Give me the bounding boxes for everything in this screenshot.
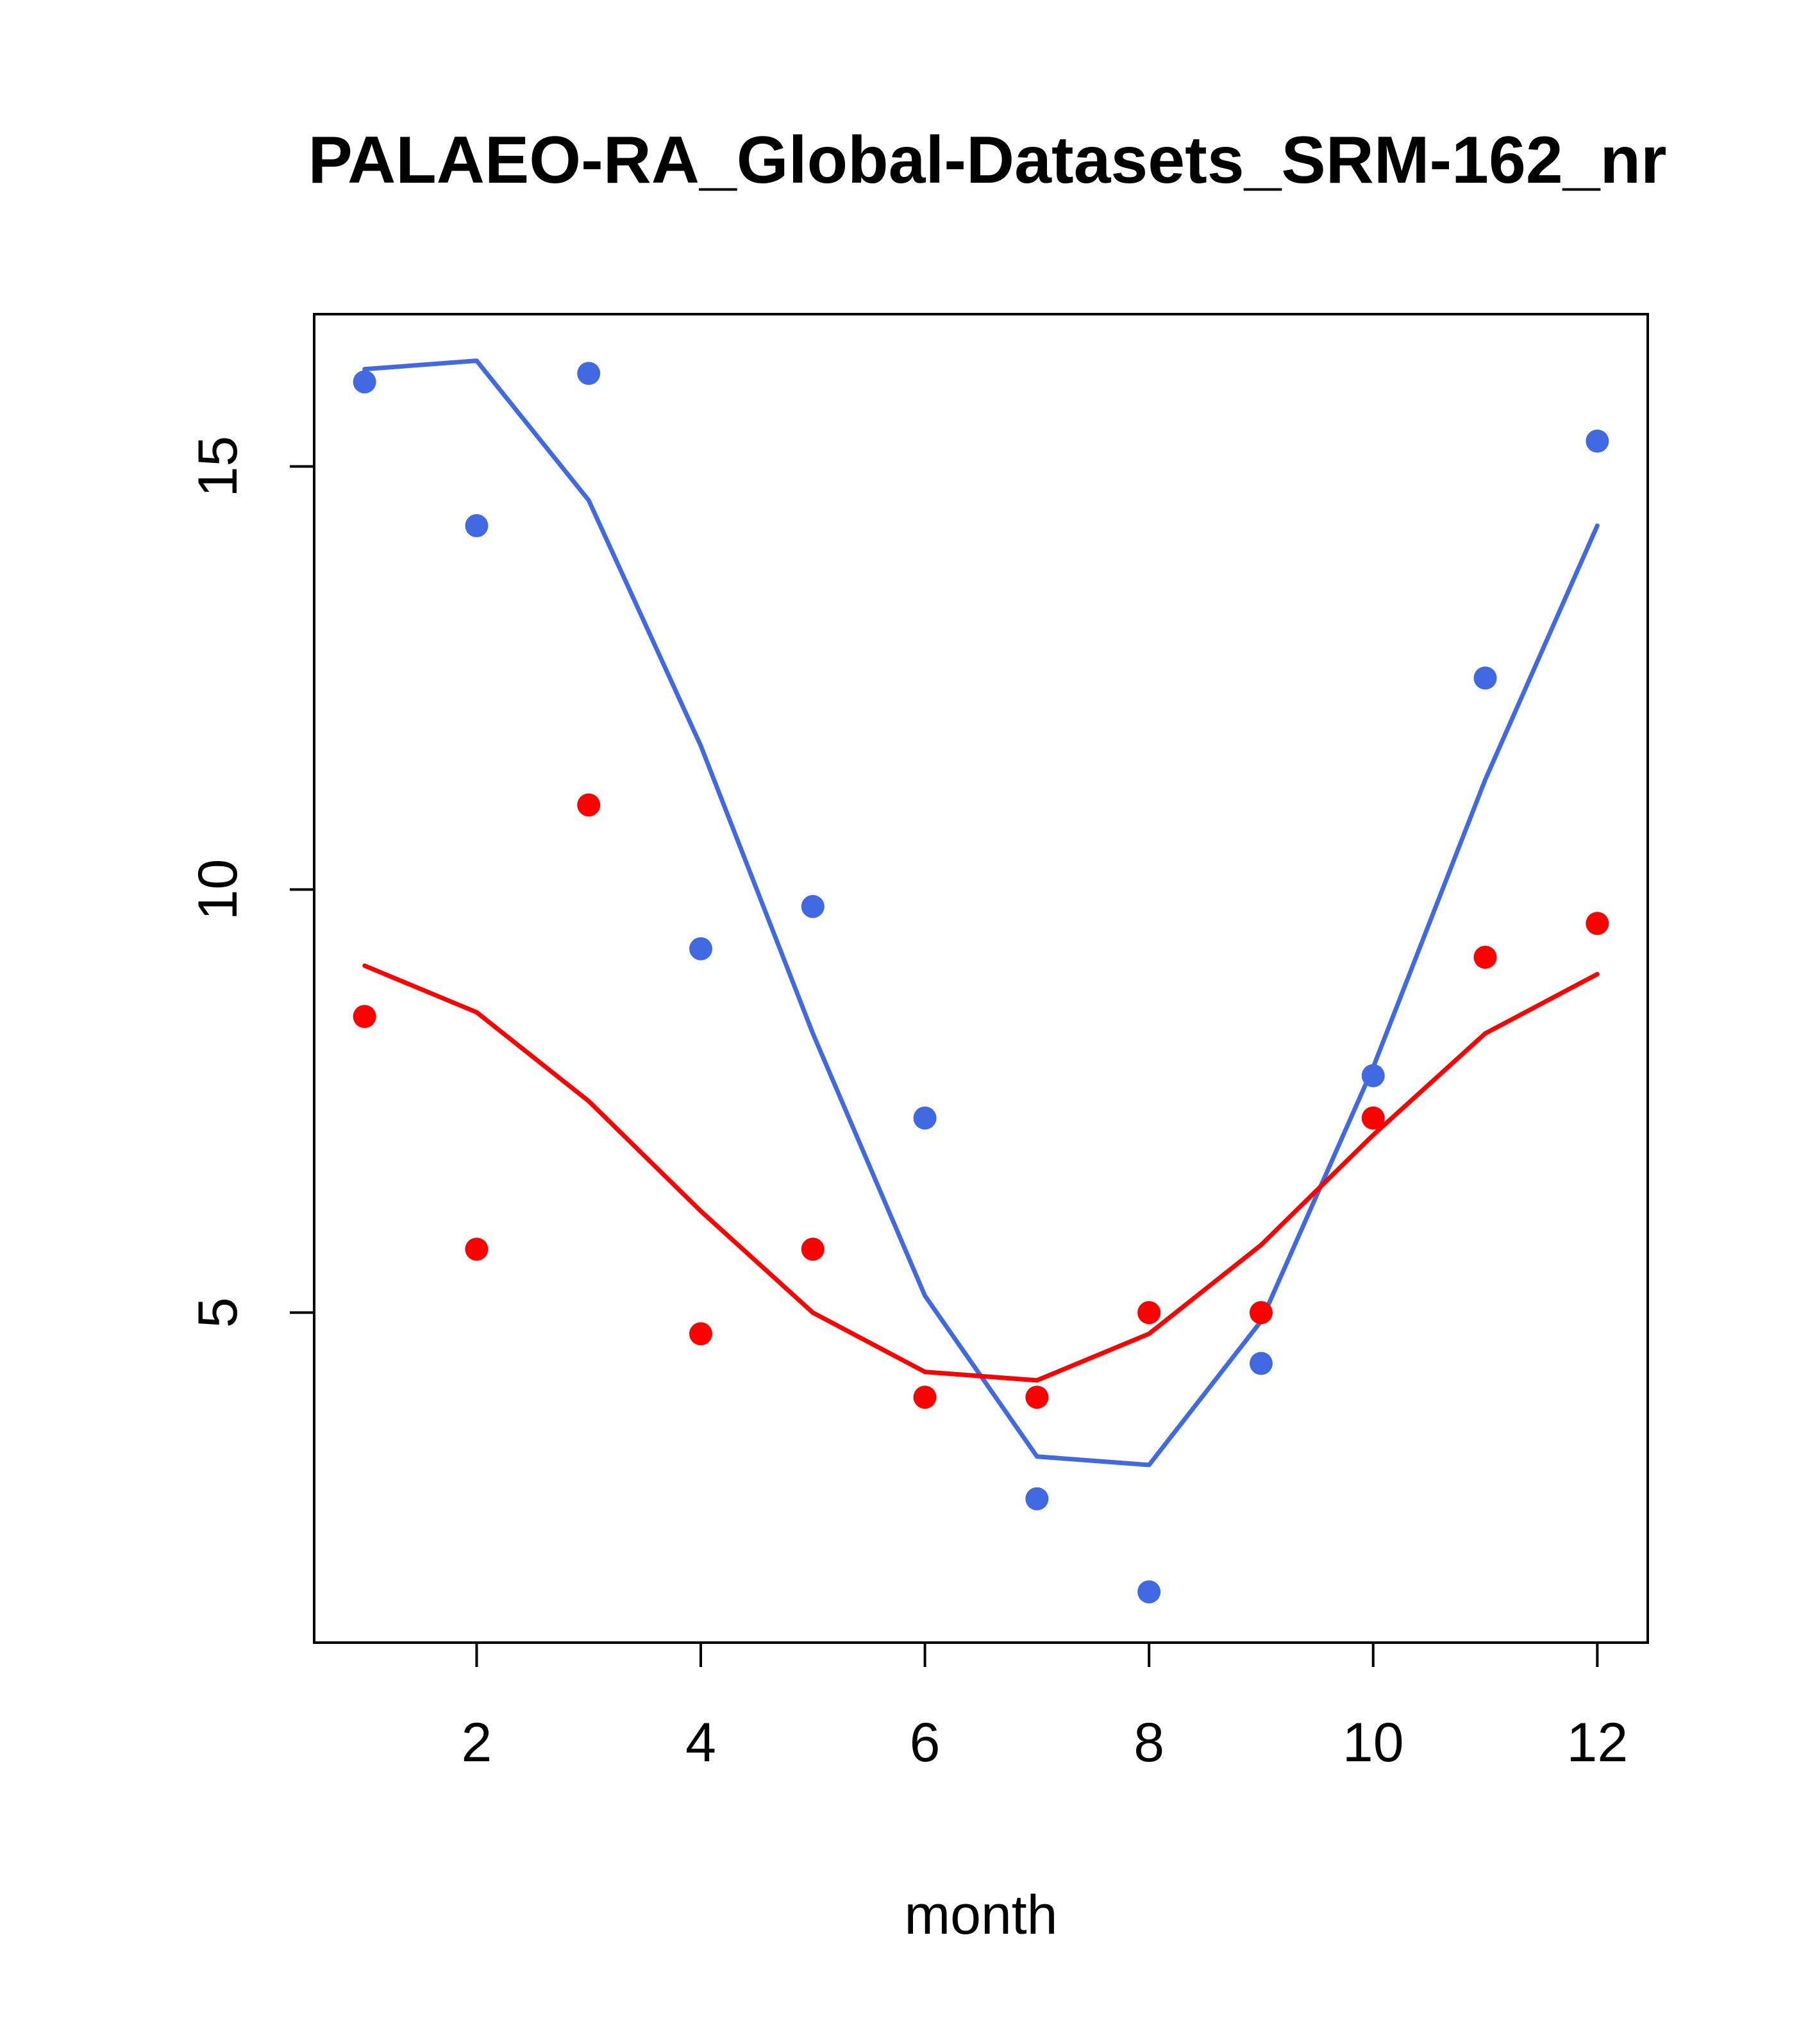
red-point xyxy=(801,1237,825,1261)
y-axis: 5 10 15 xyxy=(187,436,315,1328)
x-axis-label: month xyxy=(904,1884,1057,1946)
red-point xyxy=(1137,1301,1161,1325)
x-tick-label: 10 xyxy=(1343,1712,1404,1773)
blue-point xyxy=(1473,666,1497,690)
blue-line xyxy=(362,358,1600,1468)
plot-area-frame xyxy=(313,313,1649,1644)
red-point xyxy=(689,1322,713,1346)
blue-point xyxy=(353,370,376,394)
red-point xyxy=(913,1386,937,1409)
blue-point xyxy=(1137,1580,1161,1604)
x-tick-label: 12 xyxy=(1567,1712,1629,1773)
red-line xyxy=(362,963,1600,1383)
blue-point xyxy=(577,362,601,385)
red-point xyxy=(577,793,601,817)
y-tick-label: 5 xyxy=(187,1297,249,1328)
red-point xyxy=(1361,1106,1385,1130)
blue-point xyxy=(1249,1352,1273,1375)
red-point xyxy=(1586,912,1609,935)
x-tick-label: 2 xyxy=(462,1712,492,1773)
blue-point xyxy=(1586,429,1609,453)
blue-point xyxy=(913,1106,937,1130)
x-tick-label: 4 xyxy=(685,1712,716,1773)
chart-title: PALAEO-RA_Global-Datasets_SRM-162_nr xyxy=(308,123,1666,197)
red-point xyxy=(353,1005,376,1028)
red-point xyxy=(465,1237,489,1261)
series-layer xyxy=(353,358,1609,1604)
x-tick-label: 8 xyxy=(1134,1712,1164,1773)
y-tick-label: 15 xyxy=(187,436,249,498)
x-axis: 2 4 6 8 10 12 xyxy=(462,1641,1629,1773)
blue-point xyxy=(1025,1487,1049,1511)
x-tick-label: 6 xyxy=(910,1712,941,1773)
blue-point xyxy=(801,894,825,918)
red-point xyxy=(1473,946,1497,969)
red-point xyxy=(1025,1386,1049,1409)
blue-point xyxy=(689,937,713,960)
red-point xyxy=(1249,1301,1273,1325)
blue-point xyxy=(465,514,489,537)
blue-point xyxy=(1361,1064,1385,1087)
y-tick-label: 10 xyxy=(187,859,249,921)
